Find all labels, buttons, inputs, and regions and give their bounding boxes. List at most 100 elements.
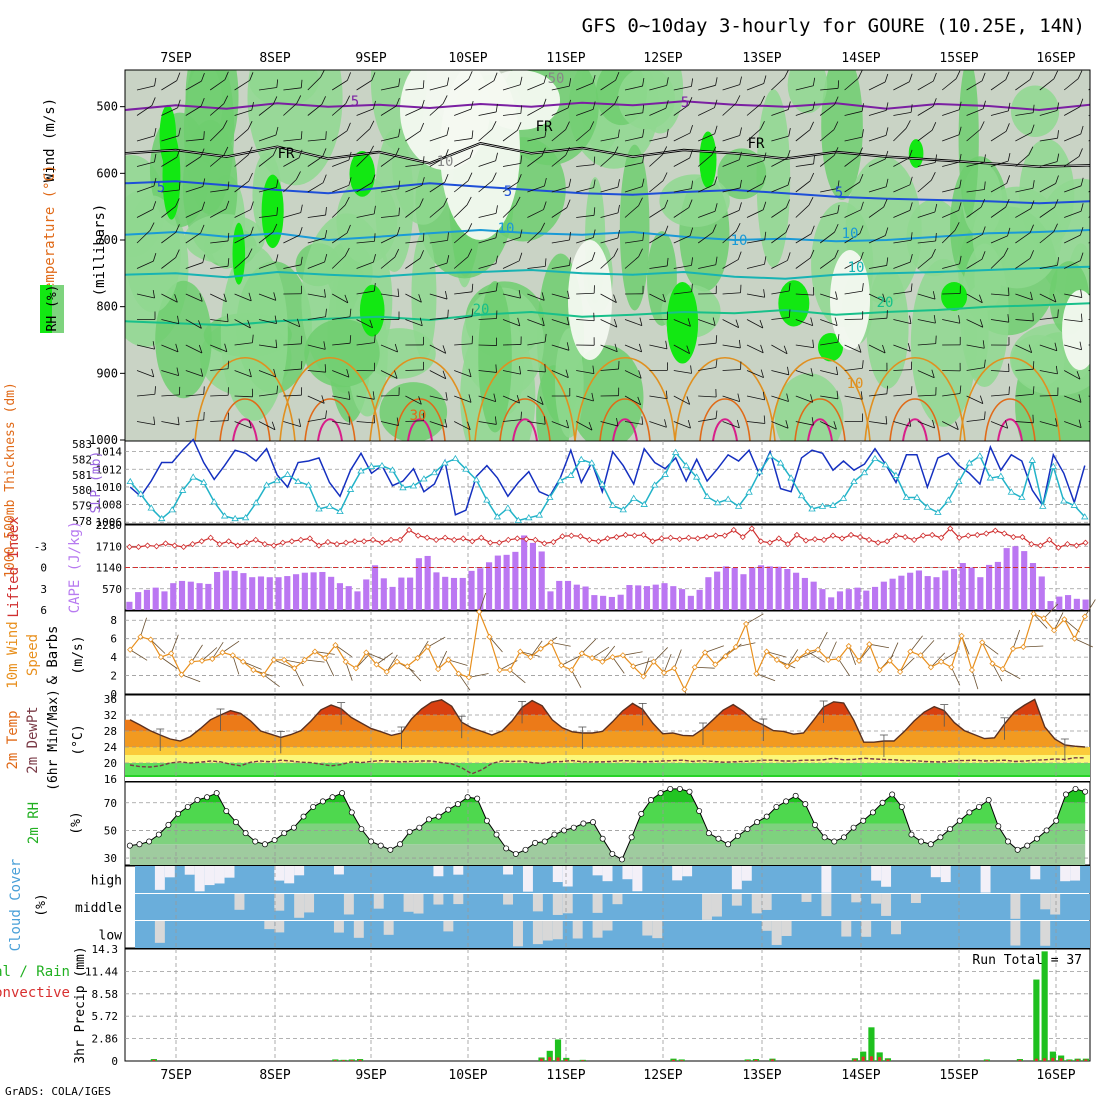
wind-barb: [527, 395, 544, 406]
wind-barb-flag: [662, 146, 668, 155]
contour-label: FR: [278, 146, 295, 162]
cape-bar: [512, 551, 519, 610]
wind-barb: [550, 641, 571, 647]
slp-point: [367, 462, 376, 470]
precip-convective-bar: [564, 1059, 568, 1061]
wind-barb: [263, 674, 280, 687]
wind-barb: [429, 293, 448, 300]
wind-barb-flag: [153, 127, 157, 137]
wind-barb: [161, 293, 178, 303]
wind-barb-flag: [200, 224, 205, 234]
rh-point: [638, 810, 645, 817]
temp-axis-label-2: 2m DewPt: [25, 706, 41, 773]
wind-barb: [893, 261, 911, 269]
wind-barb-flag: [908, 418, 912, 427]
li-point: [1073, 542, 1080, 549]
wind-barb-flag: [882, 344, 886, 354]
slp-point: [588, 459, 596, 466]
wind-barb: [283, 87, 302, 91]
rh-point: [261, 841, 268, 848]
wind-barb: [673, 421, 691, 429]
rh-point: [956, 817, 963, 824]
wind-barb: [307, 77, 321, 91]
wind-barb-flag: [885, 227, 889, 236]
rh-point: [580, 820, 587, 827]
rh-point: [1024, 842, 1031, 849]
slp-point: [986, 474, 995, 481]
wind-barb: [258, 262, 277, 269]
wind-barb: [868, 393, 887, 397]
li-point: [739, 533, 746, 541]
rh-point: [204, 794, 210, 801]
wind-barb-flag: [861, 129, 864, 138]
wind-barb: [844, 155, 860, 167]
wind-barb: [258, 87, 277, 91]
bottom-date-label: 13SEP: [742, 1068, 781, 1083]
wind-barb: [990, 293, 1009, 296]
wind-barb-flag: [1005, 123, 1010, 132]
wind-barb-flag: [981, 72, 986, 81]
wind-barb-flag: [785, 199, 791, 208]
wind-barb-flag: [735, 223, 741, 232]
rh-point: [995, 823, 1002, 830]
wind-barb-flag: [862, 360, 864, 369]
li-point: [604, 535, 611, 542]
cloud-gap: [284, 866, 295, 884]
wind-barb-flag: [520, 155, 523, 164]
wind-barb-flag: [324, 253, 328, 263]
wind-barb-flag: [151, 97, 156, 106]
slp-point: [881, 461, 890, 468]
li-point: [532, 536, 539, 543]
cape-bar: [968, 567, 975, 610]
wind-barb-flag: [444, 419, 448, 428]
top-date-label: 11SEP: [546, 51, 585, 66]
wind-barb-flag: [369, 319, 373, 328]
bottom-date-label: 14SEP: [841, 1068, 880, 1083]
wind-barb: [429, 370, 446, 380]
wind-barb-flag: [202, 178, 206, 187]
wind-speed-point: [609, 654, 616, 661]
cape-bar: [485, 562, 493, 610]
wind-barb-flag: [495, 205, 498, 214]
wind-barb: [893, 157, 910, 167]
wind-barb: [140, 617, 147, 637]
rh-point: [937, 834, 944, 841]
wind-barb-flag: [1007, 102, 1011, 111]
slp-point: [273, 476, 281, 484]
wind-barb: [161, 107, 178, 116]
wind-barb: [527, 421, 546, 425]
wind-barb: [478, 180, 493, 193]
wind-barb-flag: [834, 317, 838, 326]
wind-barb: [868, 235, 886, 244]
wind-barb: [283, 212, 301, 218]
wind-barb: [844, 136, 863, 142]
slp-point: [535, 511, 544, 518]
thickness-line: [129, 438, 1086, 516]
wind-barb-flag: [932, 419, 935, 429]
wind-barb-flag: [176, 149, 181, 158]
li-point: [974, 531, 981, 538]
wind-barb: [489, 636, 503, 653]
wind-barb: [673, 395, 690, 405]
wind-barb: [697, 232, 713, 244]
wind-barb: [722, 103, 737, 116]
cloud-gap: [542, 921, 553, 941]
wind-barb-flag: [444, 149, 449, 158]
wind-barb: [502, 162, 521, 167]
cape-bar: [635, 585, 642, 610]
wind-barb-flag: [1030, 291, 1033, 300]
wind-barb: [478, 237, 496, 244]
cloud-gap: [413, 894, 424, 914]
wind-barb-flag: [592, 74, 596, 84]
wind-barb: [698, 319, 716, 326]
wind-barb-flag: [958, 101, 962, 110]
wind-barb-flag: [715, 359, 718, 368]
cloud-gap: [1040, 921, 1051, 946]
wind-barb: [795, 319, 813, 326]
wind-barb: [624, 421, 643, 425]
wind-barb-flag: [739, 76, 742, 85]
wind-barb: [827, 641, 837, 661]
wind-barb-flag: [300, 204, 303, 213]
slp-point: [493, 513, 502, 520]
wind-barb: [283, 103, 298, 116]
